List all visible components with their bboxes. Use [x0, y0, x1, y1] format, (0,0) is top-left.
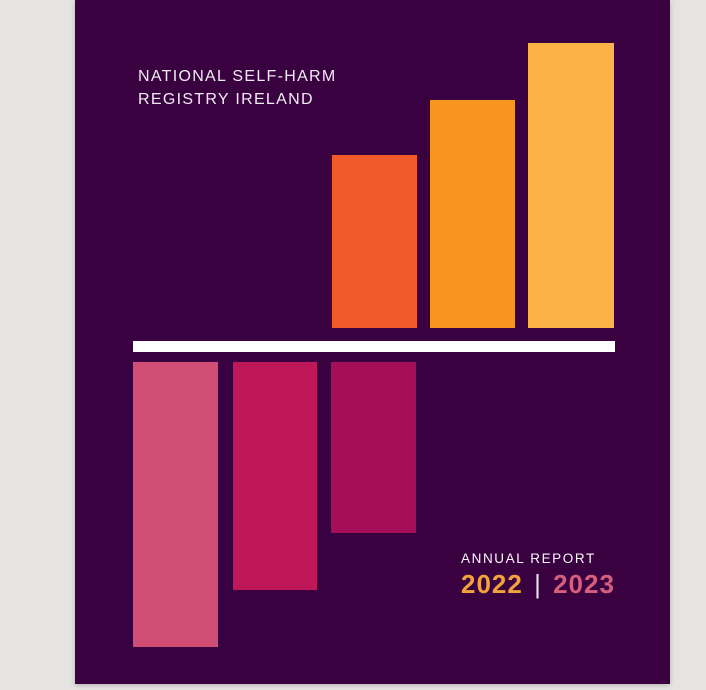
bar-up-medium — [430, 100, 515, 328]
descending-bars-graphic — [75, 362, 670, 684]
report-footer: ANNUAL REPORT 2022 | 2023 — [461, 551, 681, 600]
ascending-bars-graphic — [75, 0, 670, 328]
bar-up-large — [528, 43, 614, 328]
bar-up-small — [332, 155, 417, 328]
year-separator: | — [534, 569, 542, 599]
bar-down-large — [133, 362, 218, 647]
horizontal-divider-bar — [133, 341, 615, 352]
report-title-line1: NATIONAL SELF-HARM — [138, 68, 337, 85]
bar-down-medium — [233, 362, 317, 590]
report-title: NATIONAL SELF-HARM REGISTRY IRELAND — [138, 65, 337, 111]
report-title-line2: REGISTRY IRELAND — [138, 91, 314, 108]
year-end: 2023 — [553, 569, 615, 599]
bar-down-small — [331, 362, 416, 533]
report-cover-page: NATIONAL SELF-HARM REGISTRY IRELAND ANNU… — [75, 0, 670, 684]
annual-report-label: ANNUAL REPORT — [461, 551, 596, 566]
report-years: 2022 | 2023 — [461, 569, 681, 600]
year-start: 2022 — [461, 569, 523, 599]
